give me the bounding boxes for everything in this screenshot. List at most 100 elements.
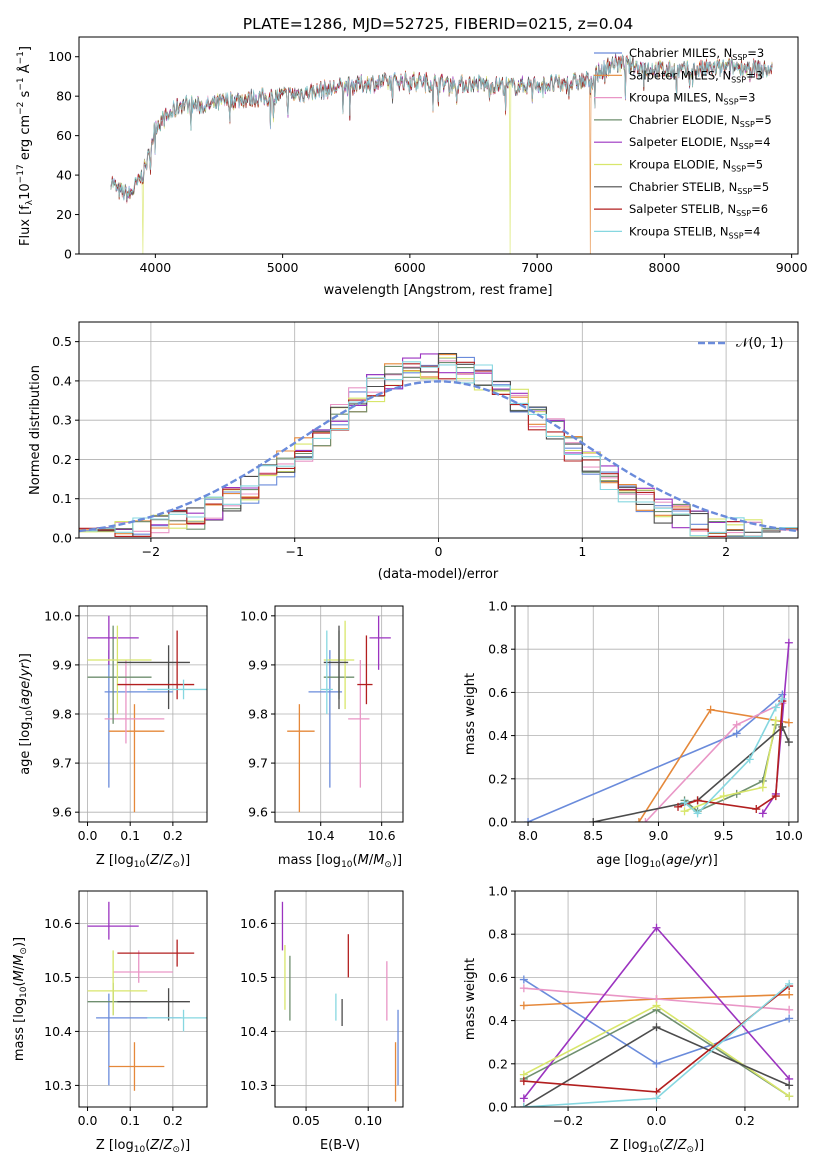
spectrum-frame (78, 36, 799, 255)
plus-marker (758, 809, 767, 818)
y-tick-label: 9.7 (52, 756, 72, 771)
y-tick-label: 0.8 (488, 927, 508, 942)
legend-label: Salpeter STELIB, NSSP=6 (629, 202, 768, 218)
y-tick-label: 40 (56, 168, 72, 183)
x-tick-label: 0.2 (735, 1113, 755, 1128)
x-tick-label: 9000 (776, 260, 808, 275)
y-tick-label: 10.0 (44, 608, 72, 623)
y-tick-label: 60 (56, 128, 72, 143)
y-tick-label: 1.0 (488, 599, 508, 614)
plus-marker (519, 975, 528, 984)
y-tick-label: 9.9 (248, 657, 268, 672)
legend-label: Kroupa MILES, NSSP=3 (629, 91, 755, 107)
mass-ebv-frame (274, 890, 404, 1108)
plus-marker (784, 638, 793, 647)
plus-marker (784, 718, 793, 727)
plus-marker (732, 729, 741, 738)
mass-z-xlabel: Z [log10(Z/Z⊙)] (96, 1138, 190, 1155)
x-tick-label: −0.2 (553, 1113, 583, 1128)
x-tick-label: 10.6 (368, 828, 396, 843)
plus-marker (785, 1092, 794, 1101)
legend-label: Salpeter MILES, NSSP=3 (629, 68, 763, 84)
y-tick-label: 9.7 (248, 756, 268, 771)
plus-marker (752, 805, 761, 814)
age-z-xlabel: Z [log10(Z/Z⊙)] (96, 853, 190, 870)
plus-marker (706, 705, 715, 714)
x-tick-label: 8000 (648, 260, 680, 275)
y-tick-label: 9.8 (52, 707, 72, 722)
x-tick-label: 0.0 (647, 1113, 667, 1128)
y-tick-label: 0.6 (488, 685, 508, 700)
x-tick-label: 10.0 (775, 828, 803, 843)
y-tick-label: 10.6 (44, 916, 72, 931)
spectrum-panel: PLATE=1286, MJD=52725, FIBERID=0215, z=0… (16, 15, 808, 298)
y-tick-label: 9.8 (248, 707, 268, 722)
plus-marker (771, 703, 780, 712)
spectrum-title: PLATE=1286, MJD=52725, FIBERID=0215, z=0… (243, 15, 633, 33)
plus-marker (652, 1059, 661, 1068)
plus-marker (634, 818, 643, 822)
plus-marker (778, 694, 787, 703)
plus-marker (674, 802, 683, 811)
plus-marker (732, 720, 741, 729)
mass-weight-line-c7 (677, 700, 784, 810)
y-tick-label: 0.2 (488, 1056, 508, 1071)
mass-weight-line-c8 (683, 698, 784, 815)
legend-label: Salpeter ELODIE, NSSP=4 (629, 135, 771, 151)
plus-marker (589, 818, 598, 822)
spectrum-ylabel: Flux [fλ10−17 erg cm−2 s−1 Å−1] (16, 46, 35, 246)
legend-label: Chabrier ELODIE, NSSP=5 (629, 113, 772, 129)
normal-curve (78, 380, 799, 533)
mass-ebv-xlabel: E(B-V) (320, 1138, 360, 1153)
y-tick-label: 20 (56, 207, 72, 222)
x-tick-label: 5000 (267, 260, 299, 275)
plus-marker (693, 796, 702, 805)
plus-marker (519, 984, 528, 993)
y-tick-label: 10.5 (44, 970, 72, 985)
x-tick-label: 1 (578, 544, 586, 559)
x-tick-label: 2 (722, 544, 730, 559)
y-tick-label: 0.4 (52, 373, 72, 388)
age-z-panel: 0.0 0.1 0.2 9.6 9.7 9.8 9.9 10.0 Z [log10(Z/Z⊙)… (18, 605, 208, 870)
plus-marker (758, 783, 767, 792)
x-tick-label: 8.0 (518, 828, 538, 843)
mass-weight-line-c0 (527, 693, 783, 822)
plus-marker (785, 979, 794, 988)
spectrum-line-c7 (110, 54, 773, 202)
legend-label: Chabrier MILES, NSSP=3 (629, 46, 764, 62)
x-tick-label: 0.10 (354, 1113, 382, 1128)
legend-label: Kroupa STELIB, NSSP=4 (629, 224, 760, 240)
x-tick-label: 6000 (394, 260, 426, 275)
y-tick-label: 10.0 (240, 608, 268, 623)
y-tick-label: 0.3 (52, 413, 72, 428)
plus-marker (641, 818, 650, 822)
normal-legend-label: 𝒩(0, 1) (736, 336, 783, 351)
plus-marker (519, 1094, 528, 1103)
plus-marker (771, 792, 780, 801)
mass-weight-line-c6 (593, 725, 790, 822)
y-tick-label: 0.2 (488, 771, 508, 786)
histogram-step-c8 (79, 361, 798, 537)
plus-marker (652, 1094, 661, 1103)
x-tick-label: 0.0 (78, 828, 98, 843)
plus-marker (785, 990, 794, 999)
plus-marker (771, 716, 780, 725)
x-tick-label: 0.2 (163, 1113, 183, 1128)
y-tick-label: 10.3 (240, 1078, 268, 1093)
x-tick-label: 0 (435, 544, 443, 559)
y-tick-label: 10.5 (240, 970, 268, 985)
residual-ylabel: Normed distribution (28, 365, 43, 495)
plus-marker (652, 1001, 661, 1010)
y-tick-label: 0.0 (52, 531, 72, 546)
plus-marker (784, 738, 793, 747)
legend-label: Kroupa ELODIE, NSSP=5 (629, 158, 763, 174)
x-tick-label: 0.1 (120, 1113, 140, 1128)
y-tick-label: 9.6 (248, 805, 268, 820)
residual-xlabel: (data-model)/error (378, 567, 499, 582)
y-tick-label: 0.0 (488, 1100, 508, 1115)
spectrum-legend: Chabrier MILES, NSSP=3 Salpeter MILES, NS… (594, 46, 772, 240)
x-tick-label: 0.2 (163, 828, 183, 843)
x-tick-label: 9.0 (649, 828, 669, 843)
age-z-ylabel: age [log10(age/yr)] (18, 653, 35, 775)
plus-marker (719, 792, 728, 801)
